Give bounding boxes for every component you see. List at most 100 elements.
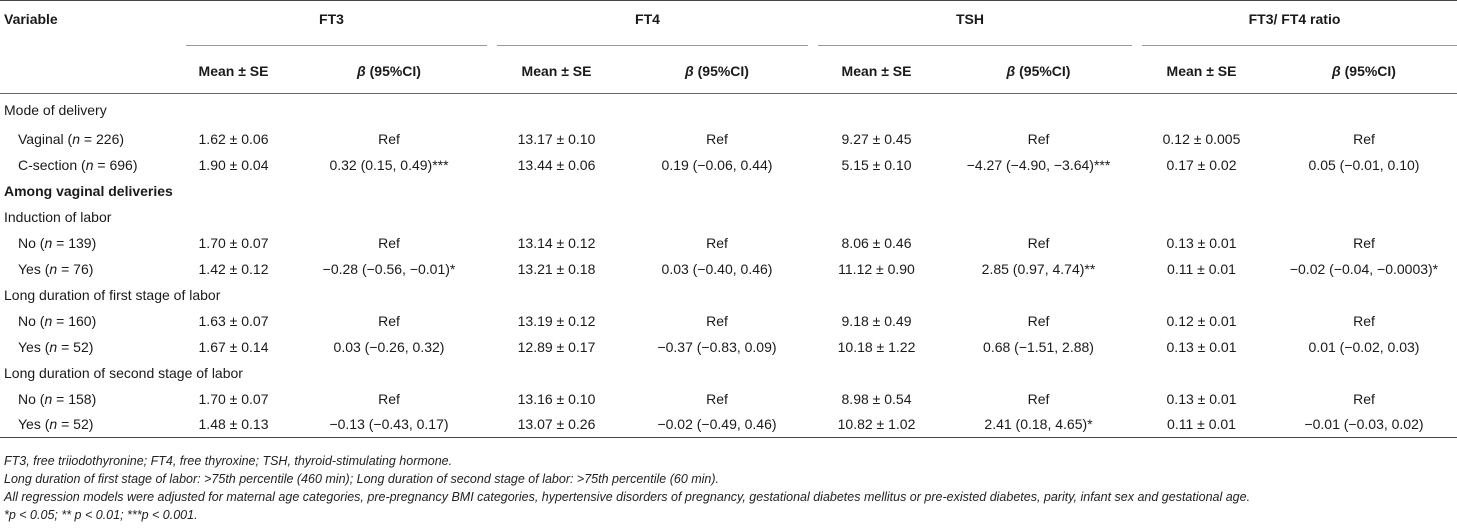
mean-se-cell: 1.42 ± 0.12: [198, 260, 269, 277]
beta-ci-cell: 0.19 (−0.06, 0.44): [661, 156, 773, 173]
mean-se-cell: 10.18 ± 1.22: [837, 338, 916, 355]
section-row: Long duration of first stage of labor: [0, 282, 1457, 308]
beta-ci-cell: Ref: [1353, 390, 1375, 407]
row-label: C-section (n = 696): [18, 156, 138, 173]
beta-ci-cell: Ref: [706, 130, 728, 147]
section-row: Mode of delivery: [0, 94, 1457, 126]
beta-ci-cell: −0.02 (−0.49, 0.46): [626, 411, 808, 438]
table-row: Vaginal (n = 226) 1.62 ± 0.06 Ref 13.17 ± 0…: [0, 126, 1457, 152]
section-row: Long duration of second stage of labor: [0, 360, 1457, 386]
mean-se-cell: 0.12 ± 0.005: [1162, 130, 1241, 147]
beta-ci-cell: −0.02 (−0.04, −0.0003)*: [1289, 260, 1439, 277]
table-row: Yes (n = 52) 1.67 ± 0.14 0.03 (−0.26, 0.32…: [0, 334, 1457, 360]
mean-se-cell: 13.19 ± 0.12: [517, 312, 596, 329]
beta-ci-cell: Ref: [1353, 130, 1375, 147]
beta-ci-cell: 2.41 (0.18, 4.65)*: [945, 411, 1132, 438]
beta-ci-cell: Ref: [378, 234, 400, 251]
table-row: C-section (n = 696) 1.90 ± 0.04 0.32 (0.15…: [0, 152, 1457, 178]
header-row-groups: Variable FT3 FT4 TSH FT3/ FT4 ratio: [0, 0, 1457, 50]
beta-ci-cell: 0.03 (−0.40, 0.46): [661, 260, 773, 277]
mean-se-header: Mean ± SE: [808, 49, 945, 94]
group-header-ft3: FT3: [176, 1, 487, 50]
mean-se-cell: 8.06 ± 0.46: [841, 234, 912, 251]
mean-se-header: Mean ± SE: [1132, 49, 1271, 94]
beta-ci-cell: Ref: [706, 312, 728, 329]
mean-se-cell: 8.98 ± 0.54: [841, 390, 912, 407]
table-body: Mode of delivery Vaginal (n = 226) 1.62 ± …: [0, 94, 1457, 438]
mean-se-cell: 1.70 ± 0.07: [198, 390, 269, 407]
beta-ci-cell: −0.28 (−0.56, −0.01)*: [322, 260, 456, 277]
beta-ci-cell: Ref: [1027, 234, 1050, 251]
row-label: Vaginal (n = 226): [18, 130, 125, 147]
beta-ci-cell: Ref: [1353, 312, 1375, 329]
beta-ci-cell: −4.27 (−4.90, −3.64)***: [966, 156, 1111, 173]
table-row: No (n = 139) 1.70 ± 0.07 Ref 13.14 ± 0.12 Re…: [0, 230, 1457, 256]
note-significance: *p < 0.05; ** p < 0.01; ***p < 0.001.: [4, 508, 198, 522]
mean-se-cell: 0.13 ± 0.01: [1166, 234, 1237, 251]
mean-se-cell: 13.07 ± 0.26: [487, 411, 626, 438]
section-row: Induction of labor: [0, 204, 1457, 230]
mean-se-cell: 5.15 ± 0.10: [841, 156, 912, 173]
beta-header: β (95%CI): [945, 49, 1132, 94]
beta-ci-cell: Ref: [378, 130, 400, 147]
note-adjustment: All regression models were adjusted for …: [4, 490, 1251, 504]
mean-se-cell: 9.18 ± 0.49: [841, 312, 912, 329]
beta-header: β (95%CI): [291, 49, 487, 94]
beta-ci-cell: −0.37 (−0.83, 0.09): [657, 338, 777, 355]
group-header-ratio: FT3/ FT4 ratio: [1132, 1, 1457, 50]
mean-se-header: Mean ± SE: [487, 49, 626, 94]
row-label: Yes (n = 52): [18, 338, 94, 355]
beta-ci-cell: Ref: [378, 390, 400, 407]
section-label: Long duration of second stage of labor: [4, 364, 243, 381]
subgroup-heading-row: Among vaginal deliveries: [0, 178, 1457, 204]
beta-header: β (95%CI): [1271, 49, 1457, 94]
section-label: Mode of delivery: [4, 101, 107, 118]
beta-ci-cell: 2.85 (0.97, 4.74)**: [981, 260, 1096, 277]
beta-ci-cell: Ref: [1027, 312, 1050, 329]
row-label: No (n = 160): [18, 312, 97, 329]
mean-se-cell: 11.12 ± 0.90: [838, 260, 915, 277]
mean-se-cell: 0.11 ± 0.01: [1132, 411, 1271, 438]
mean-se-cell: 0.11 ± 0.01: [1167, 260, 1236, 277]
mean-se-cell: 9.27 ± 0.45: [841, 130, 912, 147]
mean-se-cell: 0.13 ± 0.01: [1166, 338, 1237, 355]
section-label: Long duration of first stage of labor: [4, 286, 221, 303]
row-label: Yes (n = 76): [18, 260, 94, 277]
variable-header: Variable: [4, 11, 58, 27]
beta-ci-cell: Ref: [706, 234, 728, 251]
beta-ci-cell: 0.03 (−0.26, 0.32): [333, 338, 445, 355]
row-label: No (n = 158): [18, 390, 97, 407]
mean-se-cell: 13.44 ± 0.06: [517, 156, 596, 173]
beta-ci-cell: −0.13 (−0.43, 0.17): [291, 411, 487, 438]
header-row-columns: Mean ± SE β (95%CI) Mean ± SE β (95%CI) …: [0, 49, 1457, 94]
mean-se-header: Mean ± SE: [176, 49, 291, 94]
table-notes: FT3, free triiodothyronine; FT4, free th…: [4, 452, 1250, 524]
beta-header: β (95%CI): [626, 49, 808, 94]
table-row: No (n = 158) 1.70 ± 0.07 Ref 13.16 ± 0.10 Re…: [0, 386, 1457, 412]
note-durations: Long duration of first stage of labor: >…: [4, 472, 720, 486]
row-label: Yes (n = 52): [0, 411, 176, 438]
section-label: Induction of labor: [4, 208, 112, 225]
mean-se-cell: 13.16 ± 0.10: [517, 390, 596, 407]
mean-se-cell: 1.67 ± 0.14: [198, 338, 269, 355]
beta-ci-cell: Ref: [1353, 234, 1375, 251]
group-header-ft4: FT4: [487, 1, 808, 50]
table-row: Yes (n = 52) 1.48 ± 0.13 −0.13 (−0.43, 0.1…: [0, 411, 1457, 438]
table-row: No (n = 160) 1.63 ± 0.07 Ref 13.19 ± 0.12 Re…: [0, 308, 1457, 334]
mean-se-cell: 10.82 ± 1.02: [808, 411, 945, 438]
subgroup-heading: Among vaginal deliveries: [4, 182, 173, 199]
mean-se-cell: 12.89 ± 0.17: [517, 338, 596, 355]
row-label: No (n = 139): [18, 234, 97, 251]
beta-ci-cell: 0.01 (−0.02, 0.03): [1308, 338, 1420, 355]
beta-ci-cell: Ref: [378, 312, 400, 329]
results-table: Variable FT3 FT4 TSH FT3/ FT4 ratio Mean…: [0, 0, 1457, 438]
mean-se-cell: 1.90 ± 0.04: [198, 156, 269, 173]
mean-se-cell: 0.17 ± 0.02: [1166, 156, 1237, 173]
beta-ci-cell: 0.05 (−0.01, 0.10): [1308, 156, 1420, 173]
mean-se-cell: 1.48 ± 0.13: [176, 411, 291, 438]
mean-se-cell: 1.63 ± 0.07: [198, 312, 269, 329]
beta-ci-cell: Ref: [1027, 390, 1050, 407]
table-row: Yes (n = 76) 1.42 ± 0.12 −0.28 (−0.56, −0.…: [0, 256, 1457, 282]
beta-ci-cell: 0.32 (0.15, 0.49)***: [329, 156, 449, 173]
